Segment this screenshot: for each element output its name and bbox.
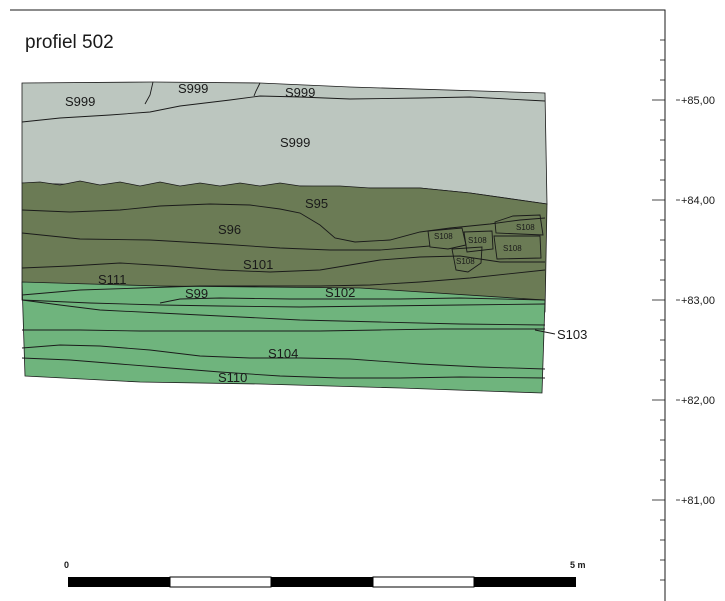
stone-1	[427, 227, 467, 250]
profile-title: profiel 502	[25, 32, 114, 53]
s108-stones	[427, 214, 544, 273]
label-s999-b: S999	[178, 81, 208, 96]
label-s108-c: S108	[516, 223, 535, 232]
label-s108-b: S108	[468, 236, 487, 245]
label-s104: S104	[268, 346, 298, 361]
s108-labels: S108 S108 S108 S108 S108	[434, 223, 535, 266]
scale-bar: 0 5 m	[64, 560, 586, 588]
label-s999-d: S999	[280, 135, 310, 150]
stone-3	[494, 214, 544, 236]
label-s108-a: S108	[434, 232, 453, 241]
label-s999-a: S999	[65, 94, 95, 109]
label-s108-e: S108	[456, 257, 475, 266]
elevation-label-5: +81,00	[681, 495, 715, 507]
stone-4	[493, 235, 542, 260]
label-s103: S103	[557, 327, 587, 342]
label-s96: S96	[218, 222, 241, 237]
elevation-label-4: +82,00	[681, 395, 715, 407]
label-s111: S111	[98, 272, 126, 287]
elevation-labels: +85,00 +84,00 +83,00 +82,00 +81,00	[681, 95, 715, 507]
frame-border	[10, 9, 666, 601]
label-s999-c: S999	[285, 85, 315, 100]
elevation-label-2: +84,00	[681, 195, 715, 207]
unit-labels: S999 S999 S999 S999 S95 S96 S101 S99 S11…	[65, 81, 587, 385]
label-s110: S110	[218, 370, 247, 385]
layer-boundaries	[21, 81, 556, 379]
label-s102: S102	[325, 285, 355, 300]
label-s101: S101	[243, 257, 273, 272]
elevation-label-3: +83,00	[681, 295, 715, 307]
scale-start-label: 0	[64, 560, 69, 570]
layer-s102-s110-group	[21, 281, 546, 394]
scale-end-label: 5 m	[570, 560, 586, 570]
label-s108-d: S108	[503, 244, 522, 253]
elevation-ticks	[652, 39, 665, 581]
stone-2	[463, 230, 494, 253]
stone-5	[451, 246, 483, 273]
label-s95: S95	[305, 196, 328, 211]
elevation-label-1: +85,00	[681, 95, 715, 107]
label-s99: S99	[185, 286, 208, 301]
